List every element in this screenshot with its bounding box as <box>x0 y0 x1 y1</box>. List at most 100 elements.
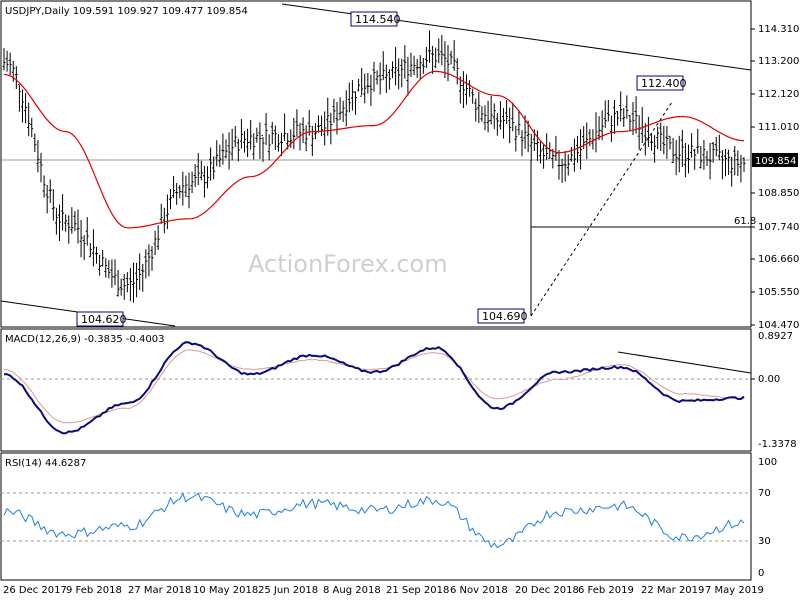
rsi-line <box>3 492 745 549</box>
price-bar <box>677 135 681 173</box>
price-bar <box>637 115 641 150</box>
price-bar <box>640 107 644 144</box>
price-bar <box>190 171 194 193</box>
moving-average-line <box>3 70 745 229</box>
price-bar <box>153 230 157 256</box>
price-bar <box>480 106 484 122</box>
price-bar <box>498 101 502 130</box>
price-bar <box>699 145 703 169</box>
price-tick-1: 114.310 <box>758 24 799 35</box>
price-bar <box>360 67 364 97</box>
price-bar <box>14 66 18 89</box>
macd-panel-frame <box>0 328 752 452</box>
x-tick-4: 10 May 2018 <box>193 585 258 596</box>
macd-signal-line <box>3 349 745 424</box>
price-bar <box>42 175 46 198</box>
macd-tick-1: 0.8927 <box>758 331 793 342</box>
price-bar <box>113 259 117 286</box>
price-tick-7: 107.740 <box>758 222 799 233</box>
price-bar <box>730 156 734 187</box>
price-y-axis: 114.310 113.200 112.120 111.010 108.850 … <box>751 24 799 331</box>
price-bar <box>212 156 216 180</box>
price-bar <box>394 47 398 86</box>
price-bar <box>542 143 546 169</box>
price-bar <box>128 267 132 302</box>
price-bar <box>184 175 188 197</box>
price-bar <box>668 135 672 150</box>
price-bar <box>224 139 228 159</box>
price-bar <box>609 115 613 142</box>
price-bar <box>403 45 407 79</box>
price-bar <box>202 165 206 198</box>
price-bar <box>717 134 721 161</box>
price-bar <box>363 73 367 104</box>
price-bar <box>736 150 740 177</box>
price-bar <box>643 123 647 156</box>
price-bar <box>458 76 462 104</box>
price-bar <box>597 116 601 141</box>
x-tick-11: 22 Mar 2019 <box>641 585 704 596</box>
rsi-tick-30: 30 <box>758 536 771 547</box>
price-bar <box>187 172 191 209</box>
price-bar <box>659 122 663 151</box>
annotation-label-104-620: 104.620 <box>81 313 127 326</box>
price-bar <box>397 58 401 90</box>
price-bar <box>85 217 89 246</box>
price-bar <box>17 84 21 112</box>
price-bar <box>150 246 154 271</box>
price-bar <box>252 133 256 160</box>
price-bar <box>384 64 388 94</box>
price-bar <box>495 113 499 136</box>
price-panel-frame <box>0 0 752 328</box>
price-bar <box>320 115 324 137</box>
price-bar <box>45 184 49 214</box>
price-bar <box>317 115 320 133</box>
price-bar <box>39 152 43 183</box>
price-bar <box>431 45 435 74</box>
price-tick-3: 112.120 <box>758 89 799 100</box>
price-bar <box>236 138 240 162</box>
price-bar <box>270 122 274 145</box>
price-bar <box>95 246 98 264</box>
price-bar <box>107 260 111 279</box>
price-bar <box>169 189 172 210</box>
price-bar <box>665 126 669 159</box>
price-bar <box>619 91 623 122</box>
rsi-panel-title: RSI(14) 44.6287 <box>5 458 86 469</box>
price-bar <box>239 119 243 149</box>
price-bar <box>505 100 509 124</box>
price-bar <box>116 269 120 297</box>
price-bar <box>742 157 746 172</box>
price-bar <box>492 103 496 130</box>
price-bar <box>221 133 225 165</box>
price-bar <box>91 229 95 267</box>
price-bar <box>418 55 422 80</box>
price-bar <box>54 207 58 235</box>
price-bar <box>264 113 268 146</box>
price-bar <box>733 146 737 176</box>
macd-panel-title: MACD(12,26,9) -0.3835 -0.4003 <box>5 334 165 345</box>
price-bar <box>98 254 102 276</box>
price-bar <box>267 134 271 161</box>
price-bar <box>517 109 521 135</box>
price-bar <box>144 249 148 279</box>
price-bar <box>304 125 308 152</box>
macd-tick-3: -1.3378 <box>758 439 797 450</box>
price-bar <box>301 117 305 143</box>
price-bar <box>687 144 690 174</box>
price-bar <box>196 152 200 186</box>
price-tick-6: 108.850 <box>758 188 799 199</box>
price-bar <box>468 80 472 97</box>
price-bar <box>165 194 169 230</box>
price-bar <box>409 52 413 77</box>
price-bar <box>119 278 123 296</box>
price-bar <box>175 182 179 205</box>
price-bar <box>27 102 31 137</box>
macd-trendline <box>617 351 752 374</box>
price-bar <box>585 122 589 160</box>
annotation-high-112-400: 112.400 <box>636 75 687 91</box>
price-bar <box>569 147 573 162</box>
price-bar <box>452 39 456 71</box>
price-bar <box>261 135 265 162</box>
macd-y-axis: 0.8927 0.00 -1.3378 <box>751 331 797 450</box>
